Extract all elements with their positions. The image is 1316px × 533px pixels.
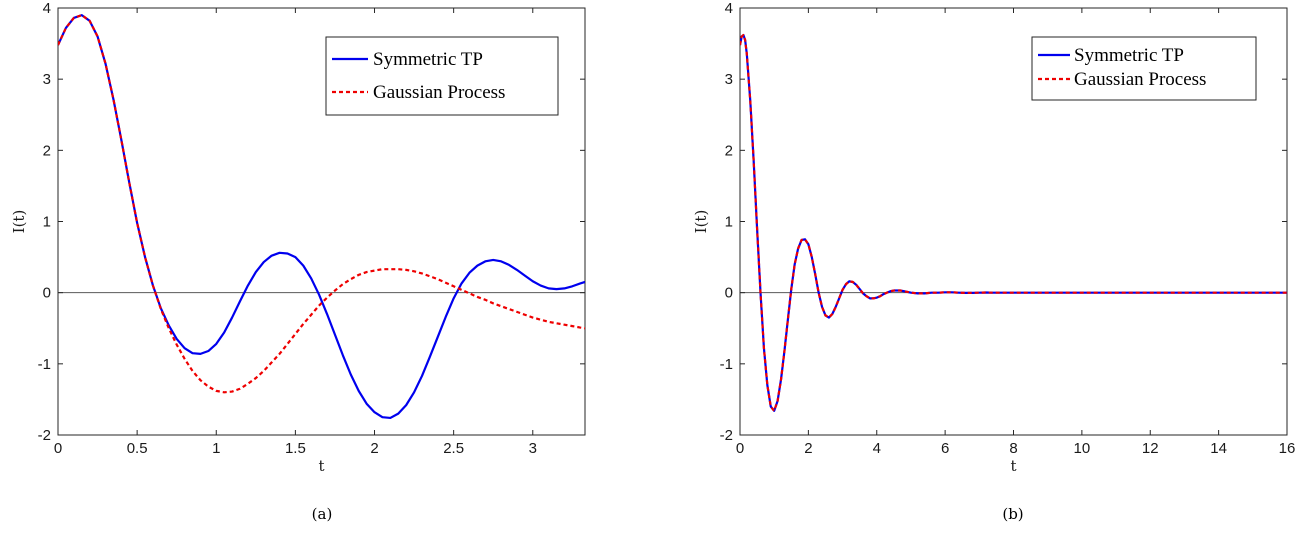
y-tick-label: 0 xyxy=(43,285,51,302)
x-tick-label: 8 xyxy=(1009,440,1017,457)
x-tick-label: 2 xyxy=(370,440,378,457)
y-tick-label: 0 xyxy=(725,285,733,302)
x-tick-label: 0.5 xyxy=(127,440,148,457)
y-axis-label: I(t) xyxy=(10,210,28,234)
x-tick-label: 2 xyxy=(804,440,812,457)
panel-caption: (b) xyxy=(1002,505,1023,523)
x-tick-label: 6 xyxy=(941,440,949,457)
x-tick-label: 1 xyxy=(212,440,220,457)
series-line-gaussian-process xyxy=(58,14,585,394)
y-tick-label: 2 xyxy=(725,142,733,159)
legend-entry: Symmetric TP xyxy=(373,49,483,70)
x-tick-label: 14 xyxy=(1210,440,1227,457)
legend-box xyxy=(325,36,559,116)
x-tick-label: 4 xyxy=(873,440,881,457)
y-tick-label: 3 xyxy=(725,71,733,88)
y-axis-label: I(t) xyxy=(692,210,710,234)
y-tick-label: 4 xyxy=(43,0,51,17)
y-tick-label: 1 xyxy=(43,214,51,231)
y-tick-label: 2 xyxy=(43,142,51,159)
x-tick-label: 10 xyxy=(1074,440,1091,457)
panel-a: 0 0.5 1 1.5 2 2.5 3 -2 -1 0 1 2 3 4 t I(t) Symmetric TP G… xyxy=(10,0,586,523)
x-tick-label: 1.5 xyxy=(285,440,306,457)
series-line-gaussian-process xyxy=(740,33,1287,412)
legend-entry: Symmetric TP xyxy=(1074,45,1184,66)
legend: Symmetric TP Gaussian Process xyxy=(1031,36,1257,101)
y-tick-label: -1 xyxy=(38,356,51,373)
y-tick-label: -2 xyxy=(38,427,51,444)
y-tick-label: 1 xyxy=(725,214,733,231)
legend-entry: Gaussian Process xyxy=(1074,69,1206,90)
panel-caption: (a) xyxy=(312,505,333,523)
legend-box xyxy=(1031,36,1257,101)
x-tick-label: 2.5 xyxy=(443,440,464,457)
x-tick-label: 0 xyxy=(736,440,744,457)
legend: Symmetric TP Gaussian Process xyxy=(325,36,559,116)
x-tick-label: 16 xyxy=(1279,440,1296,457)
x-tick-label: 0 xyxy=(54,440,62,457)
x-tick-label: 3 xyxy=(529,440,537,457)
legend-entry: Gaussian Process xyxy=(373,82,505,103)
x-axis-label: t xyxy=(1010,457,1016,475)
y-tick-label: 4 xyxy=(725,0,733,17)
x-tick-label: 12 xyxy=(1142,440,1159,457)
y-tick-label: -2 xyxy=(720,427,733,444)
y-tick-label: 3 xyxy=(43,71,51,88)
y-tick-label: -1 xyxy=(720,356,733,373)
x-axis-label: t xyxy=(318,457,324,475)
